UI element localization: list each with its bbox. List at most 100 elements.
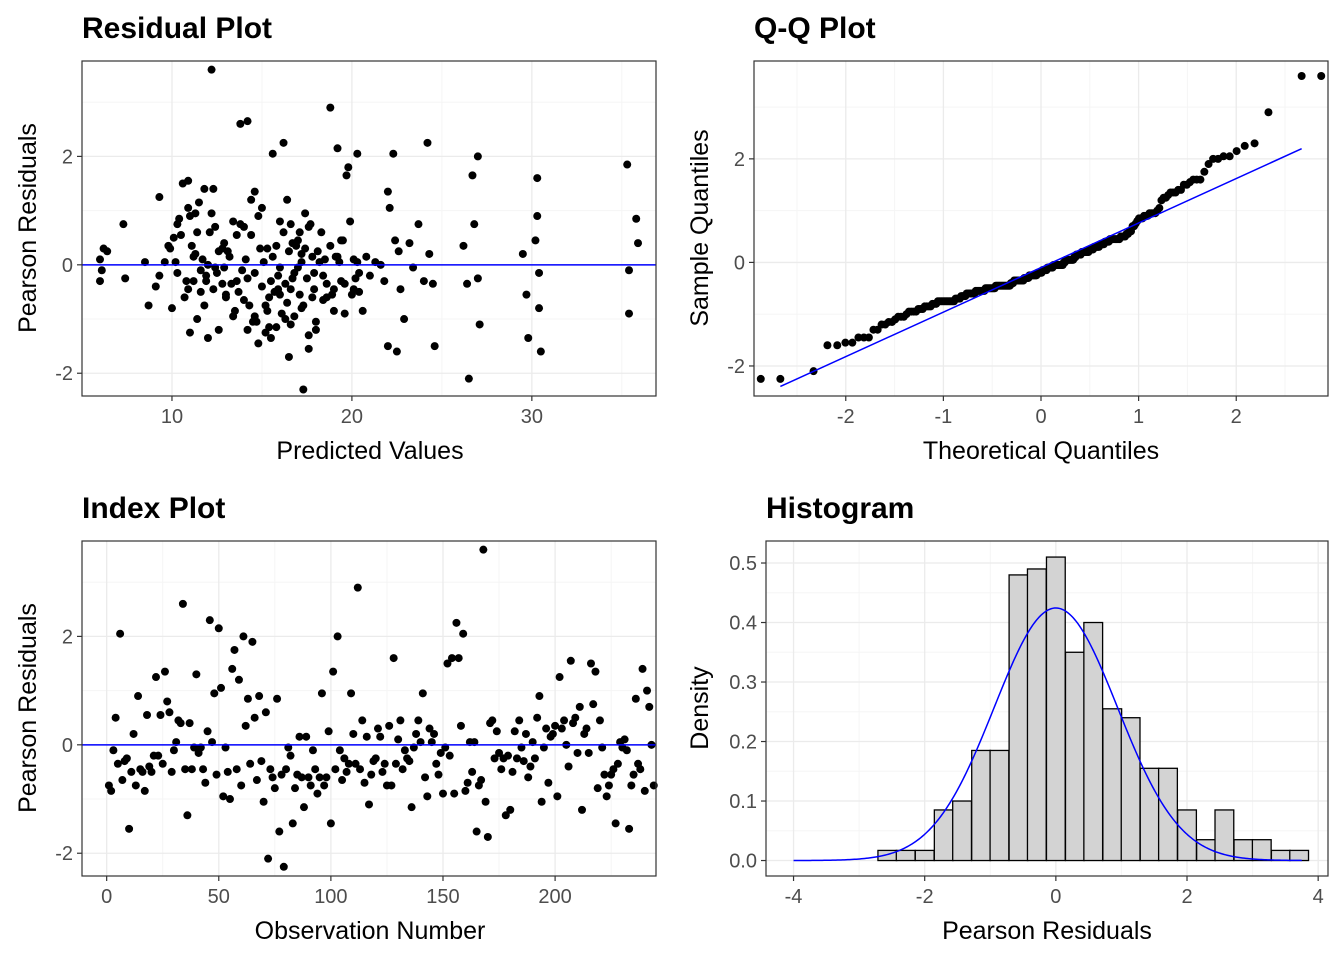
index-plot-ticks: 0 50 100 150 200 -2 0 2 — [55, 626, 572, 908]
residual-point — [95, 255, 104, 264]
residual-point — [207, 65, 216, 74]
residual-point — [464, 374, 473, 383]
index-point — [533, 713, 542, 722]
x-tick-label: 50 — [208, 886, 230, 908]
residual-point — [272, 241, 281, 250]
index-point — [609, 765, 618, 774]
index-point — [362, 732, 371, 741]
qq-point — [1204, 160, 1213, 169]
x-tick-label: -1 — [934, 406, 952, 428]
index-point — [250, 713, 259, 722]
residual-point — [319, 271, 328, 280]
residual-point — [266, 277, 275, 286]
index-point — [631, 694, 640, 703]
residual-point — [205, 228, 214, 237]
x-tick-label: -2 — [837, 406, 855, 428]
residual-point — [304, 331, 313, 340]
index-point — [501, 811, 510, 820]
residual-point — [279, 228, 288, 237]
qq-point — [1317, 72, 1326, 81]
x-tick-label: -4 — [785, 886, 803, 908]
qq-point — [1200, 167, 1209, 176]
index-point — [443, 659, 452, 668]
index-point — [160, 667, 169, 676]
index-point — [530, 754, 539, 763]
residual-point — [103, 247, 112, 256]
index-point — [185, 719, 194, 728]
index-point — [201, 778, 210, 787]
residual-point — [326, 241, 335, 250]
residual-point — [184, 285, 193, 294]
index-point — [367, 770, 376, 779]
index-point — [163, 697, 172, 706]
index-point — [143, 711, 152, 720]
y-tick-label: 0 — [734, 252, 745, 274]
residual-point — [328, 290, 337, 299]
qq-point — [848, 338, 857, 347]
residual-point — [121, 274, 130, 283]
residual-point — [310, 285, 319, 294]
residual-point — [405, 239, 414, 248]
histogram-bar — [1157, 767, 1179, 862]
residual-point — [463, 279, 472, 288]
index-point — [385, 721, 394, 730]
index-point — [360, 778, 369, 787]
index-point — [291, 784, 300, 793]
residual-point — [430, 342, 439, 351]
index-point — [311, 765, 320, 774]
residual-point — [234, 287, 243, 296]
x-tick-label: 100 — [314, 886, 347, 908]
residual-point — [274, 285, 283, 294]
residual-point — [311, 317, 320, 326]
index-point — [127, 767, 136, 776]
index-point — [118, 776, 127, 785]
x-tick-label: 150 — [426, 886, 459, 908]
index-point — [210, 689, 219, 698]
index-point — [125, 824, 134, 833]
index-point — [107, 786, 116, 795]
qq-plot-panel: Q-Q Plot -2 -1 0 1 2 -2 0 2 Theoretical Quantil… — [686, 12, 1329, 465]
index-point — [212, 770, 221, 779]
index-plot-xlabel: Observation Number — [255, 917, 486, 945]
index-point — [432, 759, 441, 768]
residual-point — [533, 212, 542, 221]
residual-point — [533, 174, 542, 183]
index-point — [181, 765, 190, 774]
index-point — [313, 789, 322, 798]
histogram-bar — [1045, 556, 1066, 862]
qq-point — [1240, 141, 1249, 150]
y-tick-label: 0 — [62, 255, 73, 277]
residual-point — [301, 209, 310, 218]
index-point — [405, 757, 414, 766]
residual-point — [284, 352, 293, 361]
residual-point — [211, 222, 220, 231]
residual-point — [243, 325, 252, 334]
index-plot-frame — [81, 540, 657, 877]
index-point — [557, 724, 566, 733]
index-point — [602, 792, 611, 801]
index-point — [636, 765, 645, 774]
residual-point — [394, 247, 403, 256]
y-tick-label: -2 — [55, 363, 73, 385]
histogram-bar — [971, 749, 992, 862]
residual-point — [535, 268, 544, 277]
residual-point — [202, 277, 211, 286]
residual-point — [286, 220, 295, 229]
index-point — [187, 765, 196, 774]
residual-point — [286, 285, 295, 294]
residual-point — [536, 347, 545, 356]
index-point — [492, 727, 501, 736]
residual-point — [383, 342, 392, 351]
qq-point — [823, 341, 832, 350]
qq-plot-title: Q-Q Plot — [754, 12, 876, 45]
residual-point — [257, 282, 266, 291]
index-point — [600, 770, 609, 779]
qq-point — [1297, 72, 1306, 81]
residual-point — [187, 241, 196, 250]
residual-point — [342, 171, 351, 180]
index-point — [436, 748, 445, 757]
index-point — [638, 664, 647, 673]
index-point — [333, 632, 342, 641]
index-point — [481, 797, 490, 806]
residual-point — [169, 233, 178, 242]
